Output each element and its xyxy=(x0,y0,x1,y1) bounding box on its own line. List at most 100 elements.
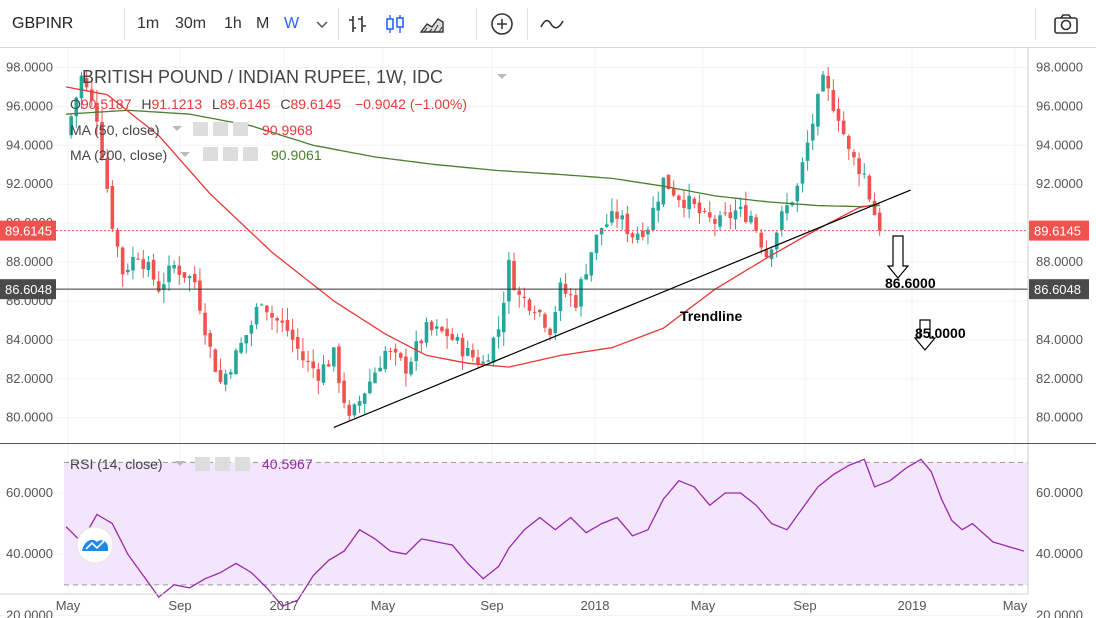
candle-body xyxy=(774,232,779,250)
last-price-tag-right: 89.6145 xyxy=(1029,220,1089,241)
area-chart-icon[interactable] xyxy=(418,10,446,38)
close-icon[interactable] xyxy=(235,457,250,471)
y-tick-label-right: 80.0000 xyxy=(1036,410,1083,425)
price-chart[interactable]: 98.000096.000094.000092.000090.000088.00… xyxy=(0,48,1096,618)
candle-body xyxy=(275,318,279,321)
candle-body xyxy=(69,116,73,136)
ma50-legend-label[interactable]: MA (50, close) xyxy=(70,122,159,138)
candle-body xyxy=(810,123,815,141)
candle-body xyxy=(486,360,491,362)
x-tick-label: May xyxy=(56,598,81,613)
candle-body xyxy=(89,89,94,101)
candle-body xyxy=(440,327,444,332)
interval-week-button[interactable]: W xyxy=(284,15,300,32)
candle-body xyxy=(419,340,424,344)
y-tick-label-left: 98.0000 xyxy=(6,59,53,74)
close-icon[interactable] xyxy=(243,147,258,161)
candle-body xyxy=(311,361,315,369)
candle-body xyxy=(347,404,352,416)
candle-body xyxy=(455,336,460,341)
candle-body xyxy=(558,282,563,312)
candle-body xyxy=(239,342,243,353)
tradingview-logo[interactable] xyxy=(76,526,114,564)
rsi-controls xyxy=(195,457,250,471)
candle-body xyxy=(388,350,393,352)
rsi-tick-label-right: 60.0000 xyxy=(1036,485,1083,500)
candle-body xyxy=(249,325,254,334)
toolbar-divider xyxy=(527,8,528,40)
y-tick-label-right: 84.0000 xyxy=(1036,332,1083,347)
target-arrow-1 xyxy=(886,235,910,279)
moving-averages xyxy=(65,86,880,368)
ma50-chevron-icon[interactable] xyxy=(172,126,182,131)
candle-body xyxy=(857,158,861,174)
candle-body xyxy=(543,314,547,328)
gear-icon[interactable] xyxy=(215,457,230,471)
candle-body xyxy=(532,312,537,314)
candle-body xyxy=(213,349,218,372)
y-tick-label-right: 96.0000 xyxy=(1036,98,1083,113)
toolbar-divider xyxy=(338,8,339,40)
candle-chart-icon[interactable] xyxy=(381,10,409,38)
target-arrow-2 xyxy=(913,319,937,351)
candle-body xyxy=(707,212,712,218)
candle-body xyxy=(862,173,867,175)
candle-body xyxy=(496,329,501,337)
symbol-search-button[interactable]: GBPINR xyxy=(12,15,74,32)
target-label-1: 86.6000 xyxy=(885,275,936,291)
candle-body xyxy=(198,280,202,311)
interval-month-button[interactable]: M xyxy=(256,15,270,32)
candle-body xyxy=(785,205,789,214)
y-tick-label-right: 92.0000 xyxy=(1036,176,1083,191)
last-price-tag-left-text: 89.6145 xyxy=(5,224,52,239)
candle-body xyxy=(589,252,594,276)
add-circle-icon[interactable] xyxy=(488,10,516,38)
gear-icon[interactable] xyxy=(223,147,238,161)
ma200-chevron-icon[interactable] xyxy=(180,152,190,157)
rsi-band-fill xyxy=(64,462,1028,585)
candle-body xyxy=(270,313,274,318)
candle-body xyxy=(641,230,645,238)
x-tick-label: 2017 xyxy=(270,598,299,613)
candle-body xyxy=(326,364,331,367)
candle-body xyxy=(831,90,836,111)
candle-body xyxy=(460,337,465,357)
rsi-legend-label[interactable]: RSI (14, close) xyxy=(70,456,163,472)
eye-icon[interactable] xyxy=(193,122,208,136)
interval-chevron-down-icon[interactable] xyxy=(308,10,336,38)
interval-1h-button[interactable]: 1h xyxy=(224,15,242,32)
candle-body xyxy=(517,290,521,295)
compare-wave-icon[interactable] xyxy=(538,10,566,38)
gear-icon[interactable] xyxy=(213,122,228,136)
candle-body xyxy=(738,206,743,209)
candle-body xyxy=(265,305,269,313)
candle-body xyxy=(620,215,624,220)
ma200-legend-label[interactable]: MA (200, close) xyxy=(70,147,167,163)
candle-body xyxy=(409,361,413,375)
rsi-chevron-icon[interactable] xyxy=(175,461,185,466)
eye-icon[interactable] xyxy=(203,147,218,161)
close-icon[interactable] xyxy=(233,122,248,136)
title-chevron-icon[interactable] xyxy=(497,74,507,79)
x-tick-label: Sep xyxy=(168,598,191,613)
candle-body xyxy=(280,320,285,323)
rsi-line xyxy=(65,458,1025,607)
bar-chart-icon[interactable] xyxy=(344,10,372,38)
price-pane[interactable] xyxy=(0,48,1028,443)
candle-body xyxy=(301,351,305,361)
rsi-legend-value: 40.5967 xyxy=(262,456,313,472)
eye-icon[interactable] xyxy=(195,457,210,471)
candle-body xyxy=(877,212,882,231)
ma200-legend-value: 90.9061 xyxy=(271,147,322,163)
candle-body xyxy=(795,185,800,202)
rsi-tick-label-right: 20.0000 xyxy=(1036,607,1083,618)
candle-body xyxy=(800,162,805,184)
candle-body xyxy=(661,177,666,205)
interval-30m-button[interactable]: 30m xyxy=(175,15,207,32)
candle-body xyxy=(100,122,104,159)
target-annotations: 86.6000 85.0000 xyxy=(885,235,966,351)
interval-1m-button[interactable]: 1m xyxy=(137,15,160,32)
candle-body xyxy=(604,224,609,227)
camera-icon[interactable] xyxy=(1052,10,1080,38)
candle-body xyxy=(187,276,192,279)
